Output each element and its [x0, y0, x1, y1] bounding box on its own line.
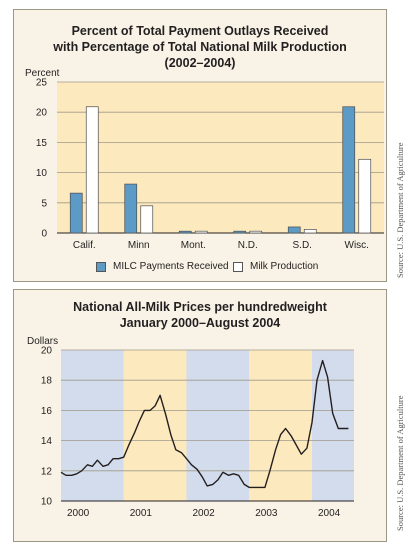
source-credit-2: Source: U.S. Department of Agriculture: [395, 395, 405, 532]
bar-milk-production-wisc: [358, 158, 372, 234]
y-axis-label: Dollars: [27, 336, 59, 347]
legend-label-milk-production: Milk Production: [250, 261, 319, 272]
bar-chart: 0 5 10 15 20 25 Calif. Minn Mont. N.D. S.D. Wisc.: [36, 78, 384, 251]
chart-title: National All-Milk Prices per hundredweig…: [14, 299, 386, 331]
y-tick-label-20: 20: [36, 108, 48, 119]
y-tick-label-25: 25: [36, 78, 48, 89]
bar-milk-production-s-d: [303, 229, 317, 234]
y-tick-label-18: 18: [41, 376, 53, 387]
bar-milk-production-minn: [140, 205, 154, 234]
x-tick-label-2001: 2001: [130, 508, 153, 519]
bar-milc-payments-received-mont: [178, 230, 192, 234]
x-tick-label-2002: 2002: [192, 508, 215, 519]
x-tick-label-2000: 2000: [67, 508, 90, 519]
x-tick-label-2003: 2003: [255, 508, 278, 519]
line-chart: 10 12 14 16 18 20 2000 2001 2002 2003 2004: [41, 346, 354, 519]
bar-milc-payments-received-minn: [124, 183, 138, 234]
legend-item-milk-production: Milk Production: [233, 261, 318, 272]
source-credit-1: Source: U.S. Department of Agriculture: [395, 142, 405, 279]
y-tick-label-16: 16: [41, 406, 53, 417]
x-tick-label-2004: 2004: [318, 508, 341, 519]
plot-area: [57, 82, 384, 233]
y-tick-label-15: 15: [36, 138, 48, 149]
year-band-4: [311, 350, 354, 501]
year-band-0: [61, 350, 124, 501]
legend-label-milc: MILC Payments Received: [113, 261, 229, 272]
y-tick-label-20: 20: [41, 346, 53, 357]
chart-panel-milk-prices: National All-Milk Prices per hundredweig…: [13, 289, 387, 542]
y-tick-label-14: 14: [41, 436, 53, 447]
year-band-3: [249, 350, 312, 501]
bar-milk-production-calif: [85, 106, 99, 234]
bar-milc-payments-received-n-d: [233, 230, 247, 234]
x-tick-label-n-d: N.D.: [238, 240, 258, 251]
y-tick-label-10: 10: [36, 168, 48, 179]
y-tick-label-10: 10: [41, 497, 53, 508]
legend-swatch-milk-production: [233, 261, 243, 272]
y-tick-label-12: 12: [41, 466, 53, 477]
bar-milk-production-mont: [194, 230, 208, 234]
chart-panel-milc-payments: Percent of Total Payment Outlays Receive…: [13, 9, 387, 282]
legend-swatch-milc: [96, 261, 106, 272]
chart-title: Percent of Total Payment Outlays Receive…: [14, 23, 386, 71]
x-tick-label-wisc: Wisc.: [345, 240, 369, 251]
chart-title-line-1: National All-Milk Prices per hundredweig…: [73, 300, 327, 314]
y-axis-label: Percent: [25, 68, 60, 79]
y-tick-label-0: 0: [41, 229, 47, 240]
year-band-1: [123, 350, 187, 501]
x-tick-label-calif: Calif.: [73, 240, 96, 251]
x-tick-label-minn: Minn: [128, 240, 150, 251]
chart-title-line-1: Percent of Total Payment Outlays Receive…: [71, 24, 329, 38]
bar-milc-payments-received-calif: [69, 192, 83, 234]
legend-item-milc: MILC Payments Received: [96, 261, 229, 272]
chart-title-line-2: January 2000–August 2004: [119, 316, 281, 330]
chart-title-line-2: with Percentage of Total National Milk P…: [53, 40, 347, 54]
bar-milk-production-n-d: [249, 230, 263, 234]
x-tick-label-mont: Mont.: [181, 240, 206, 251]
bar-milc-payments-received-s-d: [287, 226, 301, 234]
bar-milc-payments-received-wisc: [342, 106, 356, 234]
chart-title-line-3: (2002–2004): [164, 56, 236, 70]
y-tick-label-5: 5: [41, 198, 47, 209]
x-tick-label-s-d: S.D.: [293, 240, 312, 251]
series-line-all-milk-price: [60, 359, 349, 489]
